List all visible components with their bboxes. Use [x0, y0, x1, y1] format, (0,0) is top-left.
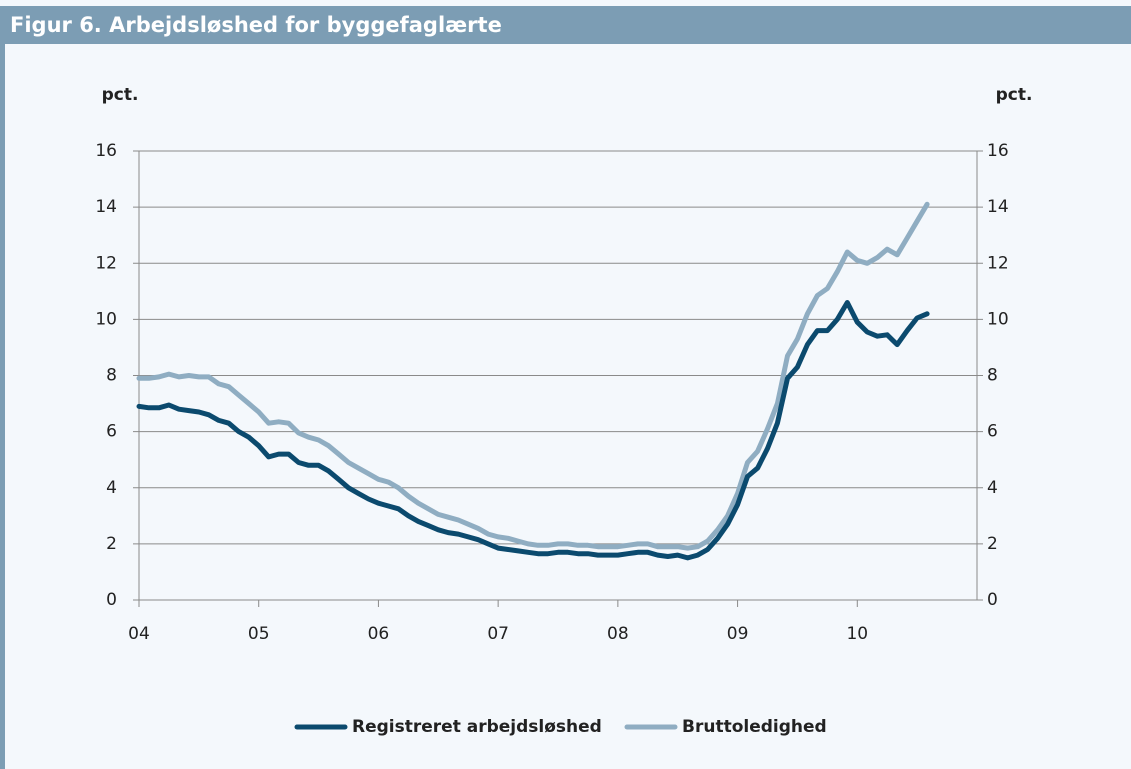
y2-tick-label: 16 — [987, 141, 1009, 161]
x-tick-label: 07 — [487, 624, 509, 644]
y-axis-label: pct. — [102, 85, 139, 105]
y-tick-label: 16 — [95, 141, 117, 161]
x-tick-label: 05 — [248, 624, 270, 644]
legend-label: Bruttoledighed — [682, 717, 827, 737]
y-tick-label: 10 — [95, 309, 117, 329]
y2-axis-label: pct. — [996, 85, 1033, 105]
x-tick-label: 09 — [727, 624, 749, 644]
y2-tick-label: 4 — [987, 478, 998, 498]
title-bar — [0, 6, 1131, 44]
y-tick-label: 14 — [95, 197, 117, 217]
y2-tick-label: 6 — [987, 422, 998, 442]
y-tick-label: 8 — [106, 366, 117, 386]
y2-tick-label: 8 — [987, 366, 998, 386]
series-line — [136, 300, 930, 561]
x-tick-label: 06 — [368, 624, 390, 644]
y-tick-label: 4 — [106, 478, 117, 498]
left-border — [0, 44, 5, 769]
y-tick-label: 0 — [106, 590, 117, 610]
y2-tick-label: 2 — [987, 534, 998, 554]
y-tick-label: 12 — [95, 253, 117, 273]
y2-tick-label: 0 — [987, 590, 998, 610]
y2-tick-label: 10 — [987, 309, 1009, 329]
series-line — [136, 201, 930, 551]
y-tick-label: 6 — [106, 422, 117, 442]
chart-title: Figur 6. Arbejdsløshed for byggefaglærte — [10, 13, 502, 37]
x-tick-label: 08 — [607, 624, 629, 644]
y2-tick-label: 12 — [987, 253, 1009, 273]
legend-label: Registreret arbejdsløshed — [352, 717, 602, 737]
y2-tick-label: 14 — [987, 197, 1009, 217]
x-tick-label: 10 — [846, 624, 868, 644]
x-tick-label: 04 — [128, 624, 150, 644]
y-tick-label: 2 — [106, 534, 117, 554]
